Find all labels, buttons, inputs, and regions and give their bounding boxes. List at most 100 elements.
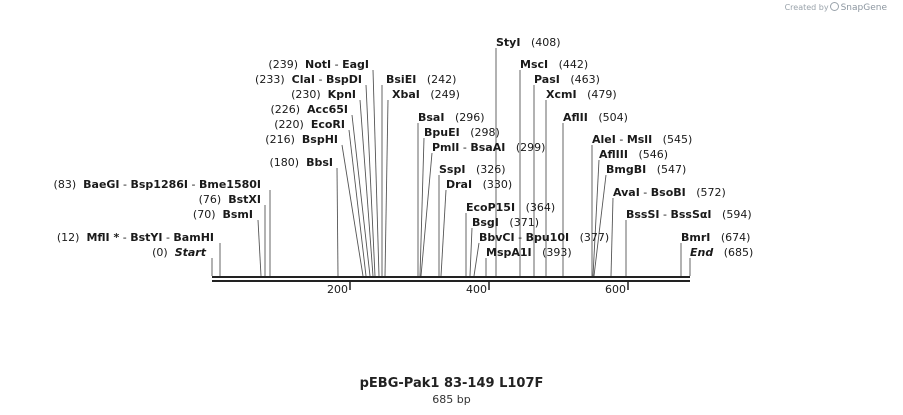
- site-position: (76): [199, 193, 222, 206]
- site-label-aflii: AflII (504): [563, 111, 628, 124]
- enzyme-name: BbsI: [306, 156, 333, 169]
- site-position: (296): [455, 111, 485, 124]
- site-label-bsssi: BssSI - BssSαI (594): [626, 208, 752, 221]
- site-label-bpuei: BpuEI (298): [424, 126, 500, 139]
- site-label-acc65i: (226) Acc65I: [270, 103, 348, 116]
- enzyme-name: BspDI: [326, 73, 362, 86]
- site-position: (216): [265, 133, 295, 146]
- site-label-pmli: PmlI - BsaAI (299): [432, 141, 545, 154]
- enzyme-name: BmrI: [681, 231, 710, 244]
- site-label-mfli: (12) MflI * - BstYI - BamHI: [57, 231, 214, 244]
- enzyme-name: EcoP15I: [466, 201, 515, 214]
- ruler-label-600: 600: [605, 283, 626, 296]
- enzyme-name: Acc65I: [307, 103, 348, 116]
- site-position: (674): [721, 231, 751, 244]
- site-position: (330): [483, 178, 513, 191]
- enzyme-name: BspHI: [302, 133, 338, 146]
- enzyme-name: AleI: [592, 133, 616, 146]
- site-position: (393): [542, 246, 572, 259]
- site-label-bstxi: (76) BstXI: [199, 193, 261, 206]
- connector-bbsi: [336, 167, 339, 277]
- site-position: (242): [427, 73, 457, 86]
- site-position: (364): [526, 201, 556, 214]
- enzyme-name: EcoRI: [311, 118, 345, 131]
- enzyme-name: End: [690, 246, 713, 259]
- site-position: (545): [663, 133, 693, 146]
- site-connectors: [211, 48, 691, 277]
- enzyme-name: Bpu10I: [526, 231, 570, 244]
- site-label-sspi: SspI (326): [439, 163, 506, 176]
- site-position: (547): [657, 163, 687, 176]
- site-label-drai: DraI (330): [446, 178, 512, 191]
- site-label-bsgi: BsgI (371): [472, 216, 539, 229]
- site-label-end: End (685): [690, 246, 753, 259]
- connector-bmgbi: [593, 174, 607, 277]
- site-position: (442): [559, 58, 589, 71]
- connector-bsgi: [469, 227, 473, 277]
- ruler-label-400: 400: [466, 283, 487, 296]
- site-label-noti: (239) NotI - EagI: [268, 58, 369, 71]
- connector-bpuei: [419, 137, 425, 277]
- site-label-msci: MscI (442): [520, 58, 588, 71]
- enzyme-name: Start: [175, 246, 207, 259]
- site-position: (230): [291, 88, 321, 101]
- site-label-bmri: BmrI (674): [681, 231, 750, 244]
- site-label-bsphi: (216) BspHI: [265, 133, 338, 146]
- map-title: pEBG-Pak1 83-149 L107F: [359, 376, 544, 391]
- connector-noti: [372, 69, 380, 277]
- watermark-brand: SnapGene: [840, 3, 887, 13]
- site-label-xcmi: XcmI (479): [546, 88, 617, 101]
- site-label-bsai: BsaI (296): [418, 111, 485, 124]
- enzyme-name: BstYI: [130, 231, 162, 244]
- site-position: (371): [509, 216, 539, 229]
- enzyme-name: BssSαI: [670, 208, 711, 221]
- site-position: (594): [722, 208, 752, 221]
- site-position: (0): [152, 246, 168, 259]
- enzyme-name: BaeGI: [83, 178, 119, 191]
- enzyme-name: PasI: [534, 73, 560, 86]
- enzyme-name: MflI *: [86, 231, 119, 244]
- connector-pmli: [420, 152, 433, 277]
- site-position: (239): [268, 58, 298, 71]
- enzyme-name: BamHI: [173, 231, 214, 244]
- enzyme-name: AflII: [563, 111, 588, 124]
- site-label-ecop15i: EcoP15I (364): [466, 201, 555, 214]
- enzyme-name: BsiEI: [386, 73, 416, 86]
- connector-xbai: [384, 99, 389, 277]
- enzyme-name: BstXI: [228, 193, 261, 206]
- site-label-bbvci: BbvCI - Bpu10I (377): [479, 231, 609, 244]
- connector-bsmi: [257, 219, 262, 277]
- site-position: (299): [516, 141, 546, 154]
- site-label-alei: AleI - MslI (545): [592, 133, 692, 146]
- enzyme-name: ClaI: [292, 73, 315, 86]
- connector-clai: [365, 84, 376, 277]
- site-label-clai: (233) ClaI - BspDI: [255, 73, 362, 86]
- site-labels: StyI (408) MscI (442) PasI (463) XcmI (479)…: [54, 36, 754, 259]
- enzyme-name: BsaI: [418, 111, 444, 124]
- site-label-bsmi: (70) BsmI: [193, 208, 253, 221]
- site-label-avai: AvaI - BsoBI (572): [613, 186, 726, 199]
- site-position: (479): [587, 88, 617, 101]
- enzyme-name: MspA1I: [486, 246, 532, 259]
- site-position: (180): [270, 156, 300, 169]
- site-label-mspa1i: MspA1I (393): [486, 246, 572, 259]
- enzyme-name: BsaAI: [470, 141, 505, 154]
- site-position: (12): [57, 231, 80, 244]
- connector-ecori: [348, 129, 367, 277]
- enzyme-name: BbvCI: [479, 231, 515, 244]
- site-label-kpni: (230) KpnI: [291, 88, 356, 101]
- enzyme-name: BmgBI: [606, 163, 646, 176]
- site-position: (220): [274, 118, 304, 131]
- site-label-baegi: (83) BaeGI - Bsp1286I - Bme1580I: [54, 178, 261, 191]
- connector-bsphi: [341, 144, 364, 277]
- enzyme-name: EagI: [342, 58, 369, 71]
- ruler-label-200: 200: [327, 283, 348, 296]
- enzyme-name: PmlI: [432, 141, 459, 154]
- site-position: (463): [570, 73, 600, 86]
- connector-kpni: [359, 99, 374, 277]
- enzyme-name: XbaI: [392, 88, 420, 101]
- enzyme-name: BssSI: [626, 208, 660, 221]
- connector-afliii: [592, 159, 600, 277]
- enzyme-name: BsgI: [472, 216, 499, 229]
